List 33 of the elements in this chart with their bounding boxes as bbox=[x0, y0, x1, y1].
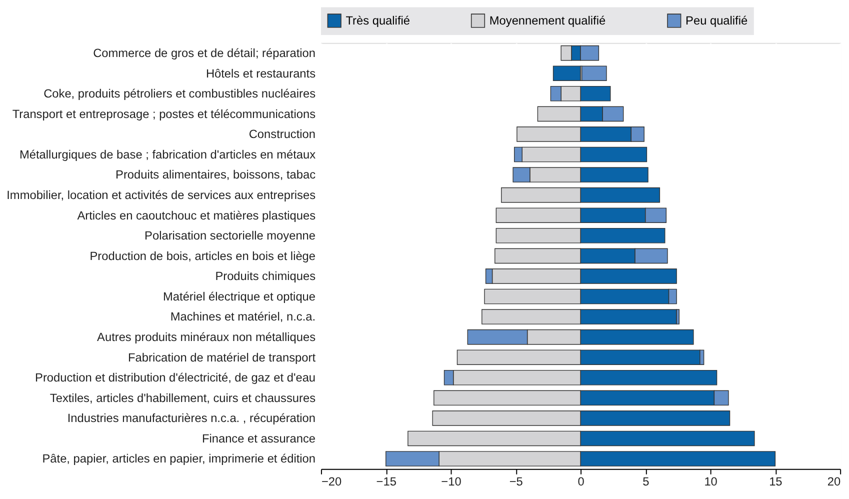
x-tick-label: −20 bbox=[321, 474, 342, 488]
legend-label: Moyennement qualifié bbox=[489, 14, 606, 28]
x-tick-label: −10 bbox=[441, 474, 462, 488]
x-tick-label: 15 bbox=[769, 474, 783, 488]
y-tick-label: Textiles, articles d'habillement, cuirs et chaussures bbox=[50, 390, 316, 405]
y-tick-label: Fabrication de matériel de transport bbox=[128, 350, 316, 364]
y-tick-label: Métallurgiques de base ; fabrication d'articles en métaux bbox=[20, 147, 316, 162]
y-tick-label: Articles en caoutchouc et matières plastiques bbox=[77, 208, 316, 222]
y-tick-label: Industries manufacturières n.c.a. , récupération bbox=[67, 411, 316, 426]
y-tick-label: Production et distribution d'électricité, de gaz et d'eau bbox=[35, 370, 316, 385]
x-tick-label: 0 bbox=[578, 474, 585, 488]
y-tick-label: Matériel électrique et optique bbox=[163, 289, 316, 304]
y-tick-label: Immobilier, location et activités de services aux entreprises bbox=[6, 188, 316, 202]
legend-label: Peu qualifié bbox=[686, 14, 748, 28]
y-tick-label: Polarisation sectorielle moyenne bbox=[144, 228, 316, 243]
x-tick-label: −5 bbox=[509, 474, 524, 488]
y-tick-label: Finance et assurance bbox=[202, 431, 316, 446]
y-tick-label: Produits alimentaires, boissons, tabac bbox=[116, 168, 316, 182]
y-tick-label: Construction bbox=[248, 127, 316, 142]
y-tick-label: Machines et matériel, n.c.a. bbox=[170, 310, 316, 324]
y-tick-label: Pâte, papier, articles en papier, imprimerie et édition bbox=[42, 452, 316, 466]
y-tick-label: Transport et entreprosage ; postes et télécommunications bbox=[12, 106, 316, 121]
y-tick-label: Produits chimiques bbox=[215, 269, 316, 284]
y-tick-label: Coke, produits pétroliers et combustibles nucléaires bbox=[44, 86, 316, 101]
y-tick-label: Commerce de gros et de détail; réparation bbox=[93, 46, 316, 60]
x-tick-label: 10 bbox=[704, 474, 718, 488]
legend-label: Très qualifié bbox=[346, 14, 410, 28]
x-tick-label: 5 bbox=[642, 474, 650, 488]
x-tick-label: −15 bbox=[376, 474, 397, 488]
y-tick-label: Hôtels et restaurants bbox=[206, 66, 316, 80]
y-tick-label: Autres produits minéraux non métalliques bbox=[97, 330, 316, 344]
x-tick-label: 20 bbox=[827, 474, 841, 488]
y-tick-label: Production de bois, articles en bois et liège bbox=[90, 248, 316, 263]
